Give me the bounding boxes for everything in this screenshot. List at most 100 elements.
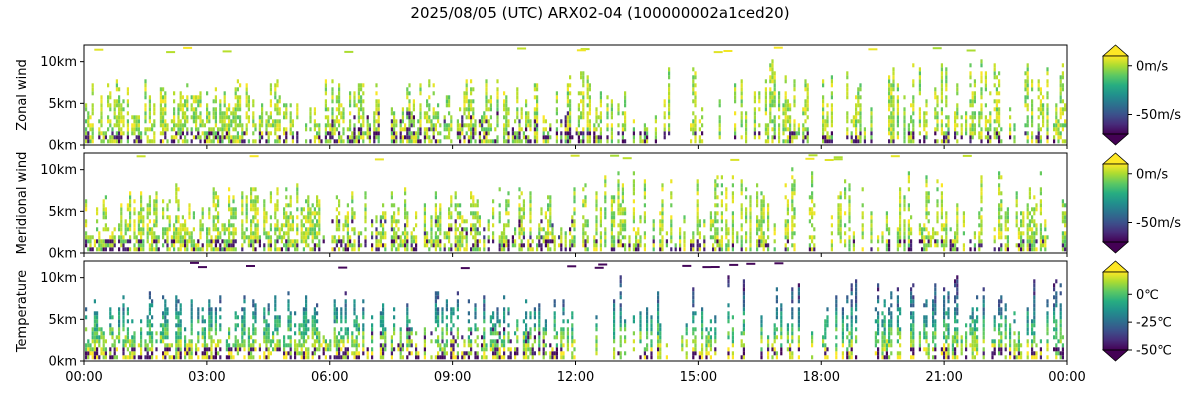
heatmap-cell: [940, 235, 943, 240]
heatmap-cell: [485, 99, 488, 104]
heatmap-cell: [199, 135, 202, 140]
heatmap-cell: [1035, 203, 1038, 208]
heatmap-cell: [476, 243, 479, 248]
heatmap-cell: [595, 119, 598, 124]
heatmap-cell: [410, 111, 413, 116]
heatmap-cell: [1026, 107, 1029, 112]
heatmap-cells: [85, 46, 1067, 144]
heatmap-cell: [153, 247, 156, 252]
heatmap-cell: [302, 247, 305, 252]
heatmap-cell: [309, 115, 312, 120]
heatmap-cell: [115, 83, 118, 88]
heatmap-cell: [489, 139, 492, 144]
heatmap-cell: [111, 235, 114, 240]
heatmap-cell: [522, 131, 525, 136]
heatmap-cell: [232, 207, 235, 212]
heatmap-cell: [784, 79, 787, 84]
heatmap-cell: [784, 91, 787, 96]
heatmap-cell: [162, 227, 165, 232]
heatmap-cell: [518, 195, 521, 200]
heatmap-cell: [782, 131, 785, 136]
heatmap-cell: [951, 247, 954, 252]
heatmap-cell: [126, 239, 129, 244]
heatmap-cell: [133, 227, 136, 232]
heatmap-cell: [256, 207, 259, 212]
heatmap-cell: [577, 91, 580, 96]
heatmap-cell: [289, 123, 292, 128]
heatmap-cell: [192, 247, 195, 252]
heatmap-cell: [318, 231, 321, 236]
heatmap-cell: [1017, 227, 1020, 232]
heatmap-cell: [652, 247, 655, 252]
heatmap-cell: [1031, 243, 1034, 248]
heatmap-cell: [610, 107, 613, 112]
heatmap-cell: [980, 79, 983, 84]
heatmap-cell: [166, 207, 169, 212]
heatmap-cell: [599, 223, 602, 228]
heatmap-cell: [632, 183, 635, 188]
heatmap-cell: [109, 331, 112, 336]
heatmap-cell: [956, 83, 959, 88]
heatmap-cell: [586, 83, 589, 88]
heatmap-cell: [93, 339, 96, 344]
heatmap-cell: [93, 239, 96, 244]
heatmap-cell: [186, 227, 189, 232]
heatmap-cell: [426, 115, 429, 120]
heatmap-cell: [998, 211, 1001, 216]
heatmap-cell: [395, 131, 398, 136]
heatmap-cell: [96, 247, 99, 252]
heatmap-cell: [762, 195, 765, 200]
heatmap-cell: [998, 231, 1001, 236]
heatmap-cell: [164, 311, 167, 316]
heatmap-cell: [307, 227, 310, 232]
heatmap-cell: [153, 135, 156, 140]
heatmap-cell: [569, 227, 572, 232]
heatmap-cell: [580, 48, 590, 51]
heatmap-cell: [582, 111, 585, 116]
heatmap-cell: [1031, 115, 1034, 120]
heatmap-cell: [1061, 239, 1064, 244]
heatmap-cell: [135, 135, 138, 140]
heatmap-cell: [859, 119, 862, 124]
heatmap-cell: [274, 83, 277, 88]
heatmap-cell: [956, 203, 959, 208]
heatmap-cell: [740, 135, 743, 140]
heatmap-cell: [423, 211, 426, 216]
heatmap-cell: [184, 335, 187, 340]
heatmap-cell: [113, 111, 116, 116]
heatmap-cell: [318, 203, 321, 208]
heatmap-cell: [463, 139, 466, 144]
heatmap-cell: [419, 111, 422, 116]
heatmap-cell: [179, 355, 182, 360]
heatmap-cell: [771, 79, 774, 84]
heatmap-cell: [232, 195, 235, 200]
heatmap-cell: [166, 247, 169, 252]
heatmap-cell: [945, 67, 948, 72]
heatmap-cell: [547, 135, 550, 140]
heatmap-cell: [960, 127, 963, 132]
heatmap-cell: [984, 119, 987, 124]
heatmap-cell: [692, 239, 695, 244]
heatmap-cell: [217, 211, 220, 216]
heatmap-cell: [199, 123, 202, 128]
heatmap-cell: [461, 227, 464, 232]
heatmap-cell: [881, 235, 884, 240]
heatmap-cell: [1004, 211, 1007, 216]
heatmap-cell: [177, 335, 180, 340]
heatmap-cell: [122, 319, 125, 324]
heatmap-cell: [859, 131, 862, 136]
heatmap-cell: [153, 119, 156, 124]
heatmap-cell: [903, 219, 906, 224]
heatmap-cell: [474, 243, 477, 248]
heatmap-cell: [969, 75, 972, 80]
heatmap-cell: [580, 71, 583, 76]
heatmap-cell: [892, 115, 895, 120]
heatmap-cell: [439, 243, 442, 248]
heatmap-cell: [353, 115, 356, 120]
heatmap-cell: [1006, 215, 1009, 220]
heatmap-cell: [364, 239, 367, 244]
heatmap-cell: [826, 111, 829, 116]
heatmap-cell: [993, 131, 996, 136]
heatmap-cell: [100, 119, 103, 124]
heatmap-cell: [467, 103, 470, 108]
